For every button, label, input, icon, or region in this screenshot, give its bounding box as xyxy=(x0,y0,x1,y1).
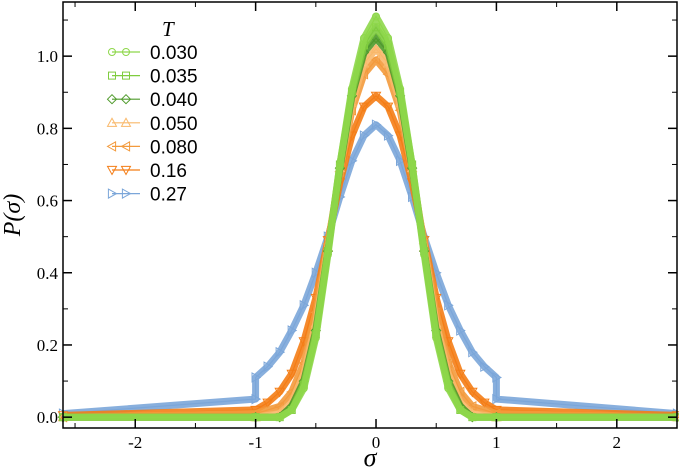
legend-swatch-marker xyxy=(106,93,118,105)
legend-swatch-marker xyxy=(106,141,117,152)
data-point xyxy=(251,372,262,383)
plot-frame xyxy=(62,1,678,429)
legend-label: 0.035 xyxy=(150,67,198,88)
data-point xyxy=(323,250,332,259)
axis-ticks-group: -2 -1 0 1 2 0.0 0.2 0.4 0.6 0.8 1.0 xyxy=(37,2,678,452)
data-point xyxy=(299,384,308,393)
data-point xyxy=(251,393,262,405)
legend-entry: 0.27 xyxy=(107,185,187,206)
data-point xyxy=(468,413,477,422)
legend-swatch-marker xyxy=(122,48,130,56)
data-point xyxy=(466,387,478,398)
legend-entry: 0.050 xyxy=(106,114,198,135)
x-tick-label: -1 xyxy=(249,433,263,452)
y-tick-label: 0.0 xyxy=(37,408,58,427)
legend-swatch-marker xyxy=(107,188,118,199)
y-tick-label: 0.2 xyxy=(37,336,58,355)
y-axis-title: P(σ) xyxy=(0,194,26,237)
x-axis-title: σ xyxy=(364,443,378,471)
data-point xyxy=(432,333,441,342)
x-tick-label: -2 xyxy=(128,433,142,452)
x-tick-label: 0 xyxy=(372,433,381,452)
legend-label: 0.030 xyxy=(150,43,198,64)
legend-swatch-marker xyxy=(120,165,132,176)
legend-entry: 0.16 xyxy=(106,161,187,182)
data-point xyxy=(492,393,502,405)
series-line-core xyxy=(62,58,678,418)
data-point xyxy=(408,160,417,169)
y-tick-label: 0.8 xyxy=(37,119,58,138)
data-point xyxy=(262,398,274,409)
legend-swatch-marker xyxy=(106,165,118,176)
data-point xyxy=(274,387,286,398)
legend-label: 0.040 xyxy=(150,90,198,111)
data-point xyxy=(359,130,370,141)
data-point xyxy=(454,369,466,380)
data-point xyxy=(444,384,453,393)
legend-title: T xyxy=(162,17,175,41)
data-point xyxy=(479,398,490,409)
legend-entry: 0.080 xyxy=(106,137,198,158)
data-point xyxy=(358,102,370,113)
data-point xyxy=(372,12,381,21)
data-point xyxy=(359,34,368,43)
data-point xyxy=(382,102,394,113)
data-point xyxy=(335,160,344,169)
legend-swatch-marker xyxy=(121,188,132,199)
legend-swatch-marker xyxy=(122,71,130,80)
y-tick-label: 1.0 xyxy=(37,47,58,66)
data-point xyxy=(444,299,454,311)
data-point xyxy=(492,372,502,383)
legend-swatch-marker xyxy=(120,117,132,127)
legend-swatch-marker xyxy=(106,117,118,127)
data-point xyxy=(468,346,478,358)
legend-entry: 0.030 xyxy=(108,43,198,64)
legend-swatch-marker xyxy=(120,93,132,105)
data-point xyxy=(396,84,405,93)
legend-label: 0.050 xyxy=(150,114,198,135)
series-line-core xyxy=(62,95,678,416)
legend-entry: 0.040 xyxy=(106,90,198,111)
data-point xyxy=(420,250,429,259)
data-point xyxy=(456,405,465,414)
data-point xyxy=(480,361,490,372)
data-point xyxy=(347,84,356,93)
legend-swatch-marker xyxy=(108,71,116,80)
data-point xyxy=(311,267,322,279)
data-point xyxy=(299,299,310,311)
data-point xyxy=(275,413,284,422)
series-line-core xyxy=(63,15,677,418)
data-point xyxy=(383,130,394,141)
data-point xyxy=(370,43,382,54)
data-point xyxy=(263,361,274,372)
data-point xyxy=(287,325,298,336)
data-point xyxy=(286,369,298,380)
legend-entry: 0.035 xyxy=(108,67,198,88)
data-point xyxy=(371,119,382,131)
legend-swatch-marker xyxy=(120,141,131,152)
data-point xyxy=(287,405,296,414)
data-point xyxy=(370,91,382,102)
data-point xyxy=(311,333,320,342)
series-line-core xyxy=(62,123,678,415)
data-point xyxy=(370,54,381,66)
legend-swatch-marker xyxy=(108,48,116,56)
y-tick-label: 0.6 xyxy=(37,192,58,211)
legend-label: 0.16 xyxy=(150,161,187,182)
data-point xyxy=(395,155,406,167)
x-tick-label: 1 xyxy=(492,433,501,452)
data-point xyxy=(275,346,286,358)
legend-label: 0.080 xyxy=(150,137,198,158)
y-tick-label: 0.4 xyxy=(37,264,59,283)
legend-label: 0.27 xyxy=(150,185,187,206)
data-point xyxy=(456,325,466,336)
data-point xyxy=(384,34,393,43)
x-tick-label: 2 xyxy=(613,433,622,452)
